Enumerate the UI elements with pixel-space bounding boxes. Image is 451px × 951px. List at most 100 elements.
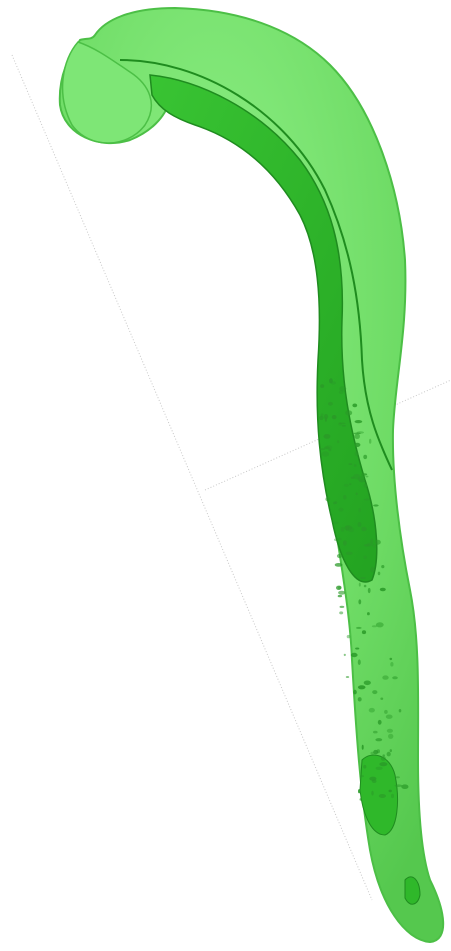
surface-speckle (375, 738, 383, 742)
surface-speckle (339, 611, 344, 615)
surface-speckle (325, 497, 331, 502)
surface-speckle (345, 676, 350, 678)
surface-speckle (334, 501, 338, 504)
surface-speckle (384, 709, 388, 714)
surface-speckle (355, 647, 360, 650)
surface-speckle (363, 498, 370, 501)
surface-speckle (354, 442, 361, 447)
surface-speckle (350, 652, 358, 658)
surface-speckle (321, 451, 330, 457)
surface-speckle (377, 571, 381, 576)
surface-speckle (382, 754, 386, 757)
surface-speckle (380, 697, 384, 700)
surface-speckle (360, 475, 365, 481)
surface-speckle (379, 762, 388, 767)
surface-speckle (359, 775, 364, 778)
surface-speckle (367, 612, 370, 616)
surface-speckle (324, 417, 327, 422)
surface-speckle (386, 751, 391, 757)
surface-speckle (339, 386, 347, 392)
surface-speckle (323, 434, 331, 439)
surface-speckle (378, 794, 386, 798)
surface-speckle (369, 438, 372, 444)
surface-speckle (352, 403, 358, 408)
surface-speckle (363, 680, 371, 686)
surface-speckle (363, 764, 367, 769)
surface-speckle (388, 789, 392, 793)
surface-speckle (343, 483, 349, 487)
surface-speckle (320, 384, 325, 388)
surface-speckle (385, 714, 393, 719)
surface-speckle (392, 676, 398, 680)
surface-speckle (388, 733, 394, 739)
surface-speckle (337, 594, 343, 598)
surface-speckle (395, 776, 400, 779)
surface-speckle (353, 464, 357, 467)
surface-speckle (380, 756, 386, 761)
surface-speckle (325, 445, 333, 450)
surface-speckle (339, 422, 346, 425)
surface-speckle (349, 483, 352, 486)
surface-speckle (382, 675, 389, 680)
surface-speckle (370, 566, 375, 573)
surface-speckle (398, 709, 402, 713)
surface-speckle (370, 751, 374, 755)
surface-speckle (353, 432, 361, 435)
surface-speckle (358, 508, 361, 513)
surface-speckle (361, 473, 368, 476)
head-lobe (61, 41, 153, 144)
surface-speckle (370, 538, 374, 544)
surface-speckle (338, 590, 346, 595)
surface-speckle (358, 789, 361, 794)
surface-speckle (366, 542, 374, 547)
surface-speckle (365, 475, 369, 478)
surface-speckle (377, 719, 382, 725)
surface-speckle (328, 448, 332, 452)
surface-speckle (343, 540, 347, 546)
surface-speckle (354, 420, 363, 424)
surface-speckle (329, 378, 333, 384)
surface-speckle (345, 410, 353, 416)
surface-speckle (374, 539, 381, 545)
surface-speckle (323, 414, 329, 420)
surface-speckle (340, 527, 345, 532)
surface-speckle (341, 425, 346, 427)
surface-speckle (354, 451, 359, 457)
surface-speckle (359, 479, 365, 483)
surface-speckle (363, 454, 368, 460)
surface-speckle (373, 749, 379, 755)
surface-speckle (353, 689, 357, 695)
surface-speckle (338, 390, 344, 395)
surface-speckle (401, 784, 409, 789)
surface-speckle (361, 744, 364, 750)
inner-structure[interactable] (149, 74, 378, 583)
surface-speckle (371, 790, 374, 796)
surface-speckle (336, 553, 343, 559)
surface-speckle (319, 448, 326, 451)
tail-inner-patch (404, 876, 421, 905)
surface-speckle (324, 446, 330, 450)
surface-speckle (363, 483, 368, 488)
surface-speckle (336, 585, 342, 590)
surface-speckle (354, 433, 361, 439)
surface-speckle (373, 504, 379, 507)
surface-speckle (357, 522, 362, 527)
surface-speckle (348, 463, 353, 465)
surface-speckle (345, 551, 353, 555)
surface-speckle (338, 507, 344, 512)
surface-speckle (355, 492, 358, 496)
surface-speckle (357, 659, 361, 665)
surface-speckle (381, 565, 385, 569)
surface-speckle (368, 707, 375, 713)
surface-speckle (332, 521, 339, 524)
surface-speckle (331, 415, 337, 420)
surface-speckle (369, 776, 377, 781)
surface-speckle (363, 555, 367, 559)
surface-speckle (336, 440, 340, 444)
surface-speckle (390, 662, 394, 667)
surface-speckle (394, 784, 403, 787)
surface-speckle (348, 527, 355, 533)
surface-speckle (375, 766, 383, 770)
